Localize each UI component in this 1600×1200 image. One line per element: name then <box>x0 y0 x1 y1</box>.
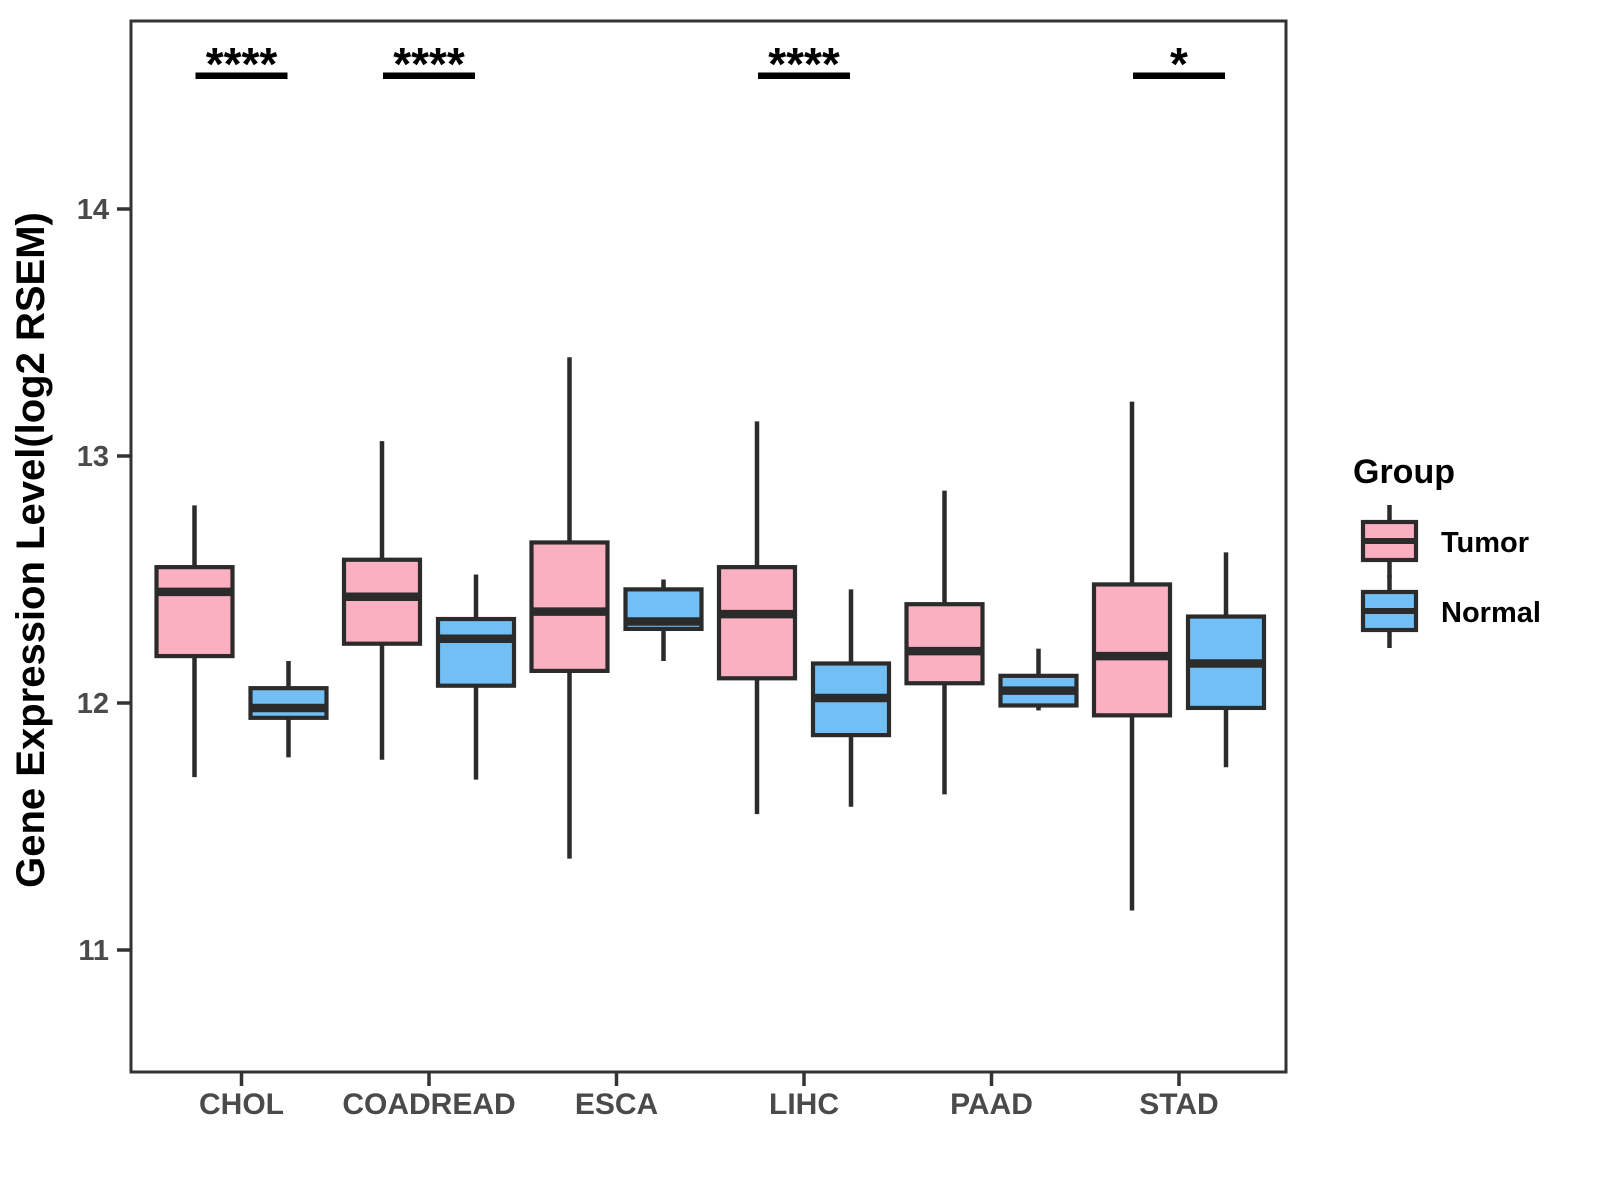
legend-label-normal: Normal <box>1441 597 1541 629</box>
y-tick-label-13: 13 <box>77 441 109 473</box>
boxplot-tumor-COADREAD <box>341 441 423 760</box>
boxplot-normal-PAAD <box>998 648 1079 711</box>
boxplot-normal-CHOL <box>248 661 329 758</box>
legend-key-tumor: Tumor <box>1360 505 1529 578</box>
y-tick-label-11: 11 <box>78 935 109 967</box>
boxplot-tumor-PAAD <box>904 490 985 795</box>
significance-stars-LIHC: **** <box>768 38 840 90</box>
significance-stars-CHOL: **** <box>206 38 278 90</box>
iqr-box-tumor-STAD <box>1091 582 1173 718</box>
significance-bar-COADREAD <box>383 72 475 79</box>
iqr-box-tumor-ESCA <box>529 540 610 673</box>
boxplot-tumor-LIHC <box>716 421 798 815</box>
boxplot-tumor-ESCA <box>529 357 610 859</box>
significance-bar-STAD <box>1133 72 1225 79</box>
iqr-box-tumor-COADREAD <box>341 557 423 646</box>
y-tick-label-14: 14 <box>77 194 109 226</box>
x-tick-label-STAD: STAD <box>1139 1088 1218 1121</box>
significance-layer: **** **** **** * <box>195 38 1225 90</box>
x-tick-label-COADREAD: COADREAD <box>342 1088 515 1121</box>
boxplot-tumor-CHOL <box>154 505 235 778</box>
boxplot-tumor-STAD <box>1091 401 1173 911</box>
boxplot-normal-COADREAD <box>435 574 517 780</box>
iqr-box-normal-COADREAD <box>435 616 517 688</box>
x-tick-label-LIHC: LIHC <box>769 1088 839 1121</box>
x-tick-label-CHOL: CHOL <box>199 1088 284 1121</box>
iqr-box-tumor-LIHC <box>716 565 798 681</box>
legend: Group Tumor Normal <box>1353 453 1541 648</box>
significance-stars-COADREAD: **** <box>393 38 465 90</box>
iqr-box-tumor-CHOL <box>154 565 235 659</box>
boxplot-normal-LIHC <box>810 589 892 807</box>
axis-ticks-layer: 11 12 13 14 CHOL COADREAD ESCA LIHC PAAD STAD <box>77 194 1219 1121</box>
legend-label-tumor: Tumor <box>1441 527 1529 559</box>
x-tick-label-PAAD: PAAD <box>950 1088 1033 1121</box>
y-axis-title: Gene Expression Level(log2 RSEM) <box>9 212 53 888</box>
x-tick-label-ESCA: ESCA <box>575 1088 658 1121</box>
boxplot-normal-ESCA <box>623 579 704 662</box>
iqr-box-normal-CHOL <box>248 686 329 720</box>
y-tick-label-12: 12 <box>77 688 109 720</box>
boxplot-layer <box>154 357 1267 911</box>
legend-title: Group <box>1353 453 1455 491</box>
legend-key-normal: Normal <box>1360 575 1541 648</box>
significance-stars-STAD: * <box>1170 38 1188 90</box>
boxplot-normal-STAD <box>1185 552 1267 768</box>
significance-bar-CHOL <box>195 72 288 79</box>
iqr-box-tumor-PAAD <box>904 602 985 686</box>
significance-bar-LIHC <box>758 72 850 79</box>
plot-panel <box>129 19 1288 1074</box>
